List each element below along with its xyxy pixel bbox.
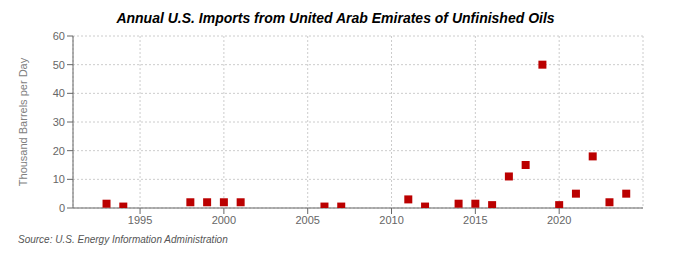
svg-text:40: 40: [53, 87, 65, 99]
html-text:Source: U.S. Energy Informatio: Source: U.S. Energy Information Administ…: [18, 234, 228, 245]
svg-text:50: 50: [53, 59, 65, 71]
svg-text:2000: 2000: [212, 214, 236, 226]
svg-text:2015: 2015: [463, 214, 487, 226]
svg-text:2020: 2020: [547, 214, 571, 226]
svg-text:20: 20: [53, 145, 65, 157]
svg-text:1995: 1995: [128, 214, 152, 226]
svg-text:60: 60: [53, 30, 65, 42]
svg-text:0: 0: [59, 202, 65, 214]
svg-text:Thousand Barrels per Day: Thousand Barrels per Day: [17, 57, 29, 186]
svg-text:10: 10: [53, 173, 65, 185]
svg-text:30: 30: [53, 116, 65, 128]
html-text:Annual U.S. Imports from Unite: Annual U.S. Imports from United Arab Emi…: [116, 10, 555, 26]
svg-text:2010: 2010: [379, 214, 403, 226]
svg-text:2005: 2005: [295, 214, 319, 226]
